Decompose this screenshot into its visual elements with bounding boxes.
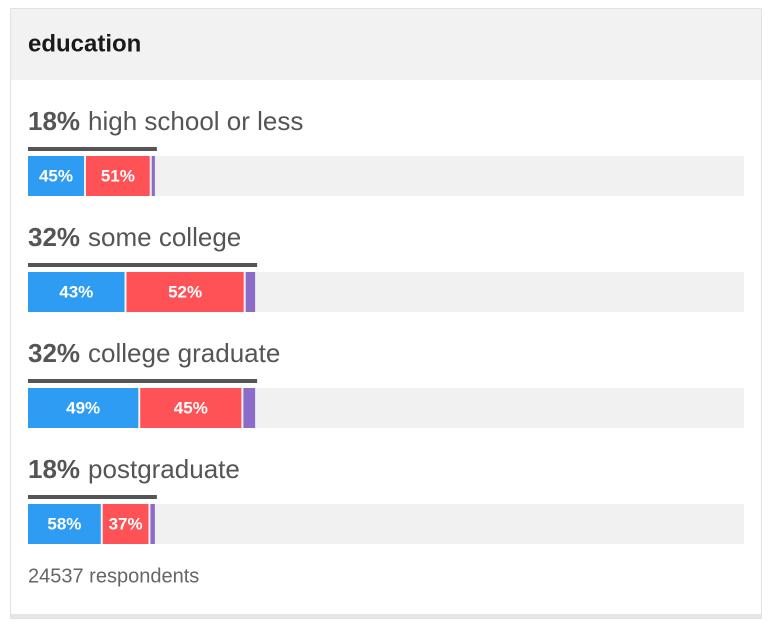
share-line [28,379,258,383]
bar-segment [28,272,125,312]
bar-segment [243,388,256,428]
segment-label: 45% [174,398,208,417]
share-line [28,147,157,151]
row-label: 18% high school or less [28,106,303,136]
card-header [11,9,761,80]
bar-segment [28,504,101,544]
bar-segment [85,156,150,196]
share-label: 32% [28,222,80,252]
segment-label: 45% [39,166,73,185]
segment-label: 37% [109,514,143,533]
footnote: 24537 respondents [28,565,199,587]
bar-segment [102,504,149,544]
share-label: 18% [28,454,80,484]
row-label: 32% some college [28,222,241,252]
segment-label: 49% [66,398,100,417]
row-label: 18% postgraduate [28,454,240,484]
chart-title: education [28,30,141,57]
segment-label: 51% [101,166,135,185]
share-label: 32% [28,338,80,368]
share-label: 18% [28,106,80,136]
category-label: some college [88,222,241,252]
bar-segment [151,156,155,196]
segment-label: 43% [59,282,93,301]
segment-label: 52% [168,282,202,301]
share-line [28,263,258,267]
bar-segment [140,388,242,428]
category-label: high school or less [88,106,303,136]
card-bottom [11,614,761,618]
bar-segment [28,388,139,428]
share-line [28,495,157,499]
bar-segment [150,504,155,544]
bar-segment [28,156,84,196]
category-label: postgraduate [88,454,240,484]
row-label: 32% college graduate [28,338,280,368]
category-label: college graduate [88,338,280,368]
bar-segment [126,272,244,312]
segment-label: 58% [47,514,81,533]
bar-segment [245,272,256,312]
